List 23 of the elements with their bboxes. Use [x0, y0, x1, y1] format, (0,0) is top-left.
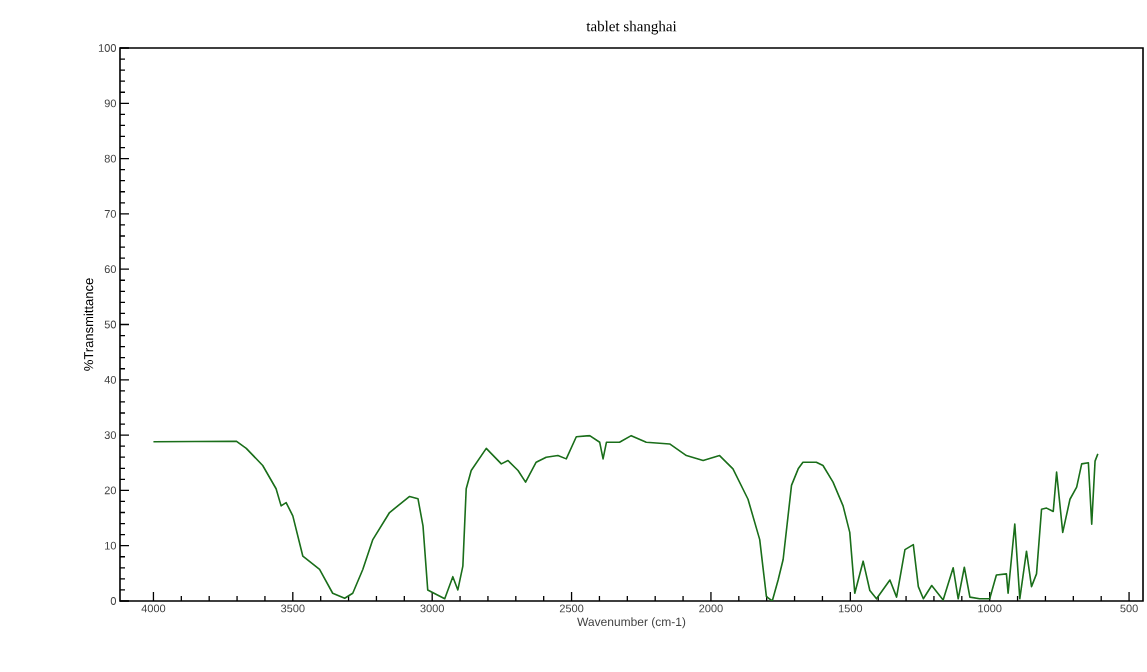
line-series — [152, 434, 1099, 601]
x-tick-label: 4000 — [141, 604, 166, 613]
y-axis-title: %Transmittance — [83, 278, 94, 371]
y-tick-label: 90 — [104, 99, 117, 108]
y-tick-label: 80 — [104, 154, 117, 163]
x-tick-label: 500 — [1120, 604, 1138, 613]
x-tick-label: 2000 — [699, 604, 723, 613]
x-tick-label: 1000 — [978, 604, 1002, 613]
x-tick-label: 3500 — [281, 604, 305, 613]
x-tick-label: 1500 — [838, 604, 863, 613]
x-tick-label: 3000 — [420, 604, 444, 613]
y-tick-label: 70 — [104, 210, 117, 218]
y-tick-label: 100 — [98, 44, 117, 52]
y-tick-label: 0 — [110, 597, 117, 605]
x-tick-label: 2500 — [559, 604, 584, 613]
y-tick-label: 40 — [104, 375, 117, 384]
y-tick-label: 10 — [105, 541, 117, 550]
y-tick-label: 20 — [104, 486, 117, 495]
y-tick-label: 50 — [104, 320, 117, 329]
chart-title: tablet shanghai — [586, 20, 677, 35]
x-axis-title: Wavenumber (cm-1) — [577, 617, 686, 629]
y-tick-label: 30 — [104, 431, 117, 439]
y-tick-label: 60 — [104, 265, 117, 274]
